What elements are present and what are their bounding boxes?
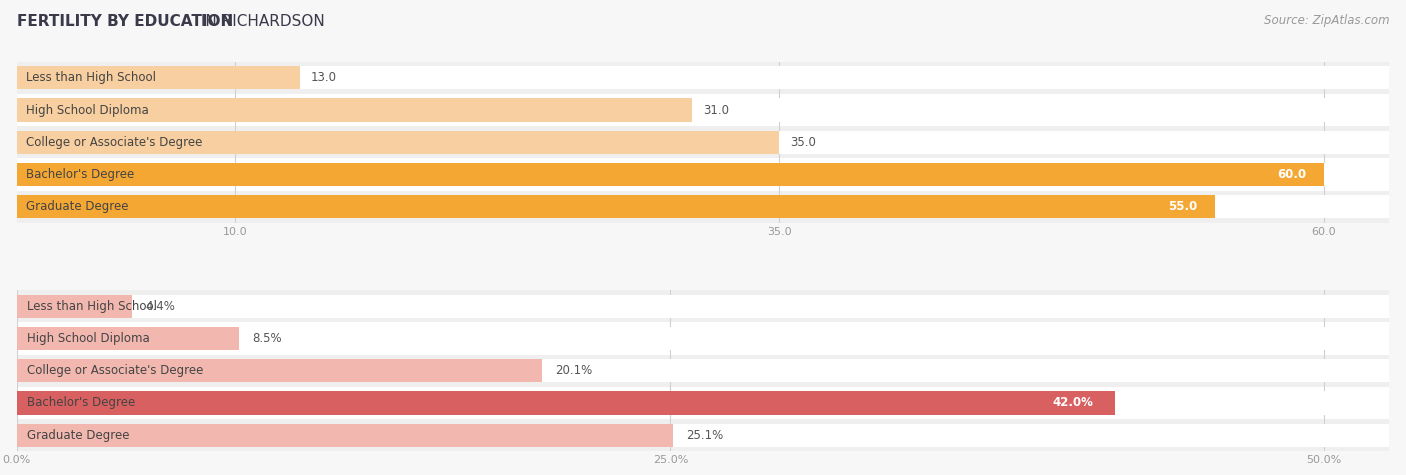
Bar [17,327,1389,350]
Bar [17,419,1389,451]
Text: 25.1%: 25.1% [686,428,723,442]
Text: Less than High School: Less than High School [25,71,156,85]
Bar [17,359,1389,382]
Text: 60.0: 60.0 [1277,168,1306,181]
Bar [17,391,1389,415]
Bar [17,424,1389,447]
Text: 31.0: 31.0 [703,104,728,116]
Text: 35.0: 35.0 [790,136,815,149]
Text: 13.0: 13.0 [311,71,337,85]
Text: Source: ZipAtlas.com: Source: ZipAtlas.com [1264,14,1389,27]
Text: 8.5%: 8.5% [252,332,281,345]
Bar [17,94,1389,126]
Bar [17,295,132,318]
Text: 20.1%: 20.1% [555,364,592,377]
Bar [17,323,1389,355]
Text: IN RICHARDSON: IN RICHARDSON [197,14,325,29]
Text: Bachelor's Degree: Bachelor's Degree [25,168,134,181]
Text: Graduate Degree: Graduate Degree [25,200,128,213]
Text: 4.4%: 4.4% [145,300,174,313]
Bar [17,66,1389,89]
Text: College or Associate's Degree: College or Associate's Degree [25,136,202,149]
Bar [17,163,1324,186]
Bar [17,66,299,89]
Bar [17,98,1389,122]
Bar [17,98,692,122]
Bar [17,327,239,350]
Bar [17,62,1389,94]
Bar [17,163,1389,186]
Bar [17,391,1115,415]
Text: 55.0: 55.0 [1168,200,1198,213]
Text: College or Associate's Degree: College or Associate's Degree [27,364,204,377]
Bar [17,131,779,154]
Bar [17,424,673,447]
Text: High School Diploma: High School Diploma [27,332,150,345]
Bar [17,290,1389,323]
Bar [17,295,1389,318]
Text: High School Diploma: High School Diploma [25,104,149,116]
Text: 42.0%: 42.0% [1053,397,1094,409]
Bar [17,359,543,382]
Text: Graduate Degree: Graduate Degree [27,428,129,442]
Bar [17,355,1389,387]
Text: Bachelor's Degree: Bachelor's Degree [27,397,135,409]
Bar [17,387,1389,419]
Bar [17,126,1389,158]
Bar [17,131,1389,154]
Bar [17,158,1389,190]
Bar [17,195,1215,218]
Text: FERTILITY BY EDUCATION: FERTILITY BY EDUCATION [17,14,233,29]
Bar [17,195,1389,218]
Bar [17,190,1389,223]
Text: Less than High School: Less than High School [27,300,157,313]
